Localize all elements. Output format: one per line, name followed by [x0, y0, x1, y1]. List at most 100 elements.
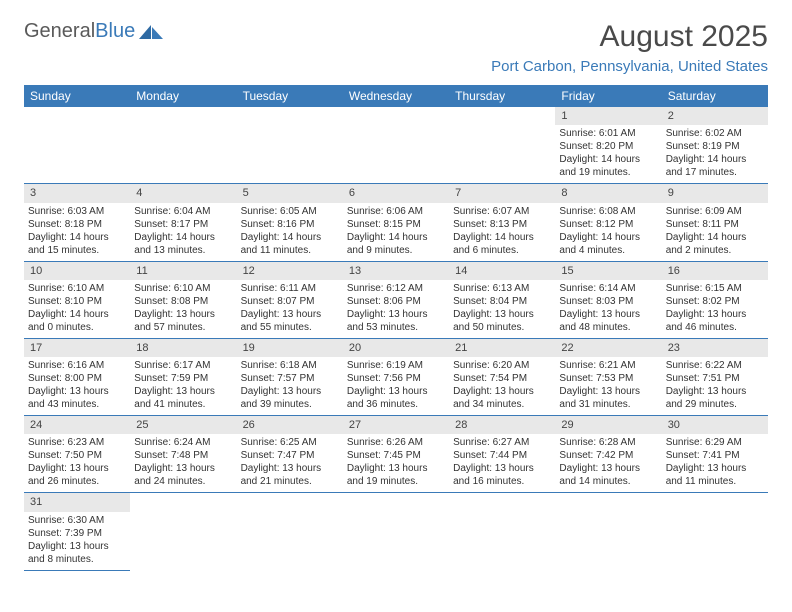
cell-sr: Sunrise: 6:15 AM: [666, 282, 764, 295]
cell-d2: and 21 minutes.: [241, 475, 339, 488]
day-detail-cell: Sunrise: 6:05 AMSunset: 8:16 PMDaylight:…: [237, 203, 343, 262]
cell-sr: Sunrise: 6:25 AM: [241, 436, 339, 449]
day-detail-cell: [449, 125, 555, 184]
day-number-cell: 12: [237, 261, 343, 280]
cell-ss: Sunset: 8:17 PM: [134, 218, 232, 231]
detail-row: Sunrise: 6:30 AMSunset: 7:39 PMDaylight:…: [24, 512, 768, 571]
cell-sr: Sunrise: 6:09 AM: [666, 205, 764, 218]
detail-row: Sunrise: 6:10 AMSunset: 8:10 PMDaylight:…: [24, 280, 768, 339]
cell-d2: and 15 minutes.: [28, 244, 126, 257]
cell-ss: Sunset: 8:19 PM: [666, 140, 764, 153]
cell-sr: Sunrise: 6:28 AM: [559, 436, 657, 449]
cell-d1: Daylight: 14 hours: [28, 308, 126, 321]
cell-ss: Sunset: 8:08 PM: [134, 295, 232, 308]
logo: GeneralBlue: [24, 20, 165, 43]
cell-d1: Daylight: 14 hours: [241, 231, 339, 244]
day-detail-cell: Sunrise: 6:22 AMSunset: 7:51 PMDaylight:…: [662, 357, 768, 416]
cell-d2: and 26 minutes.: [28, 475, 126, 488]
day-detail-cell: Sunrise: 6:18 AMSunset: 7:57 PMDaylight:…: [237, 357, 343, 416]
weekday-header-row: SundayMondayTuesdayWednesdayThursdayFrid…: [24, 85, 768, 107]
day-detail-cell: Sunrise: 6:15 AMSunset: 8:02 PMDaylight:…: [662, 280, 768, 339]
day-number-cell: 11: [130, 261, 236, 280]
cell-ss: Sunset: 8:18 PM: [28, 218, 126, 231]
cell-ss: Sunset: 7:57 PM: [241, 372, 339, 385]
cell-d1: Daylight: 13 hours: [134, 462, 232, 475]
cell-d1: Daylight: 13 hours: [666, 308, 764, 321]
cell-sr: Sunrise: 6:29 AM: [666, 436, 764, 449]
weekday-header: Friday: [555, 85, 661, 107]
day-number-cell: 10: [24, 261, 130, 280]
day-number-cell: [24, 107, 130, 125]
day-detail-cell: Sunrise: 6:07 AMSunset: 8:13 PMDaylight:…: [449, 203, 555, 262]
cell-d2: and 46 minutes.: [666, 321, 764, 334]
day-number-cell: [343, 493, 449, 512]
detail-row: Sunrise: 6:01 AMSunset: 8:20 PMDaylight:…: [24, 125, 768, 184]
cell-d1: Daylight: 14 hours: [134, 231, 232, 244]
cell-sr: Sunrise: 6:10 AM: [28, 282, 126, 295]
cell-sr: Sunrise: 6:08 AM: [559, 205, 657, 218]
day-detail-cell: Sunrise: 6:02 AMSunset: 8:19 PMDaylight:…: [662, 125, 768, 184]
day-detail-cell: Sunrise: 6:11 AMSunset: 8:07 PMDaylight:…: [237, 280, 343, 339]
cell-d1: Daylight: 14 hours: [559, 231, 657, 244]
cell-sr: Sunrise: 6:12 AM: [347, 282, 445, 295]
cell-sr: Sunrise: 6:04 AM: [134, 205, 232, 218]
location-text: Port Carbon, Pennsylvania, United States: [491, 58, 768, 75]
cell-d2: and 41 minutes.: [134, 398, 232, 411]
day-number-cell: 22: [555, 338, 661, 357]
cell-ss: Sunset: 8:11 PM: [666, 218, 764, 231]
day-detail-cell: Sunrise: 6:06 AMSunset: 8:15 PMDaylight:…: [343, 203, 449, 262]
cell-d1: Daylight: 14 hours: [666, 153, 764, 166]
page-title: August 2025: [491, 20, 768, 54]
cell-d2: and 36 minutes.: [347, 398, 445, 411]
cell-d2: and 11 minutes.: [666, 475, 764, 488]
day-detail-cell: Sunrise: 6:14 AMSunset: 8:03 PMDaylight:…: [555, 280, 661, 339]
day-detail-cell: [24, 125, 130, 184]
cell-d1: Daylight: 13 hours: [347, 385, 445, 398]
cell-d1: Daylight: 13 hours: [28, 462, 126, 475]
daynum-row: 31: [24, 493, 768, 512]
cell-d2: and 4 minutes.: [559, 244, 657, 257]
weekday-header: Monday: [130, 85, 236, 107]
day-detail-cell: [130, 125, 236, 184]
day-number-cell: [449, 493, 555, 512]
cell-d2: and 9 minutes.: [347, 244, 445, 257]
cell-d1: Daylight: 13 hours: [28, 385, 126, 398]
day-detail-cell: [449, 512, 555, 571]
cell-d1: Daylight: 13 hours: [134, 385, 232, 398]
day-number-cell: 5: [237, 184, 343, 203]
cell-sr: Sunrise: 6:27 AM: [453, 436, 551, 449]
cell-d2: and 19 minutes.: [559, 166, 657, 179]
cell-sr: Sunrise: 6:26 AM: [347, 436, 445, 449]
day-detail-cell: Sunrise: 6:17 AMSunset: 7:59 PMDaylight:…: [130, 357, 236, 416]
day-number-cell: 4: [130, 184, 236, 203]
day-number-cell: 24: [24, 416, 130, 435]
weekday-header: Wednesday: [343, 85, 449, 107]
day-detail-cell: Sunrise: 6:23 AMSunset: 7:50 PMDaylight:…: [24, 434, 130, 493]
cell-d2: and 31 minutes.: [559, 398, 657, 411]
day-detail-cell: Sunrise: 6:24 AMSunset: 7:48 PMDaylight:…: [130, 434, 236, 493]
cell-ss: Sunset: 7:54 PM: [453, 372, 551, 385]
day-detail-cell: Sunrise: 6:03 AMSunset: 8:18 PMDaylight:…: [24, 203, 130, 262]
cell-d2: and 2 minutes.: [666, 244, 764, 257]
cell-d2: and 6 minutes.: [453, 244, 551, 257]
day-number-cell: 27: [343, 416, 449, 435]
cell-ss: Sunset: 8:20 PM: [559, 140, 657, 153]
day-detail-cell: [237, 125, 343, 184]
cell-d1: Daylight: 14 hours: [347, 231, 445, 244]
cell-ss: Sunset: 8:00 PM: [28, 372, 126, 385]
day-number-cell: [662, 493, 768, 512]
cell-sr: Sunrise: 6:24 AM: [134, 436, 232, 449]
day-number-cell: [237, 107, 343, 125]
day-detail-cell: Sunrise: 6:12 AMSunset: 8:06 PMDaylight:…: [343, 280, 449, 339]
cell-ss: Sunset: 7:59 PM: [134, 372, 232, 385]
cell-d1: Daylight: 14 hours: [666, 231, 764, 244]
daynum-row: 24252627282930: [24, 416, 768, 435]
cell-sr: Sunrise: 6:17 AM: [134, 359, 232, 372]
cell-d2: and 19 minutes.: [347, 475, 445, 488]
day-detail-cell: Sunrise: 6:29 AMSunset: 7:41 PMDaylight:…: [662, 434, 768, 493]
day-number-cell: [130, 107, 236, 125]
day-detail-cell: Sunrise: 6:19 AMSunset: 7:56 PMDaylight:…: [343, 357, 449, 416]
day-number-cell: 25: [130, 416, 236, 435]
day-number-cell: [343, 107, 449, 125]
cell-d1: Daylight: 13 hours: [453, 308, 551, 321]
